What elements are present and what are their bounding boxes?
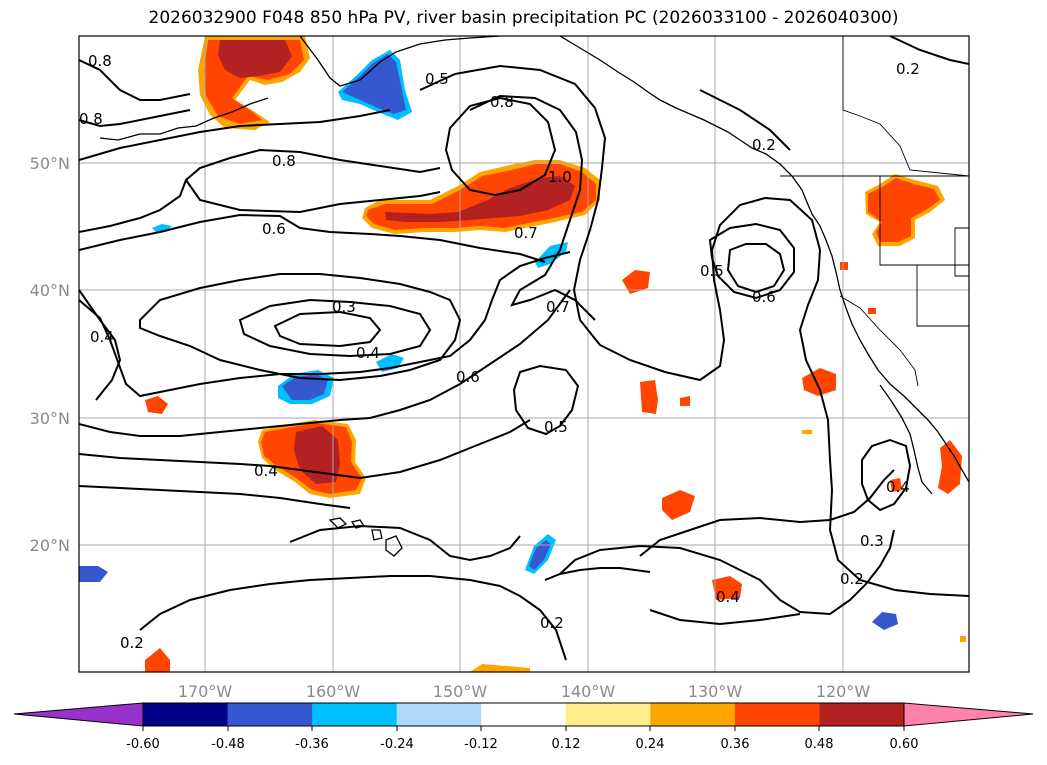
colorbar-tick-label: 0.24 xyxy=(636,737,665,752)
lon-label: 120°W xyxy=(816,682,871,701)
colorbar-segment xyxy=(227,703,313,726)
contour-label: 0.5 xyxy=(425,70,449,88)
contour-label: 0.5 xyxy=(700,262,724,280)
contour-label: 0.2 xyxy=(120,634,144,652)
colorbar-frame xyxy=(142,702,905,727)
colorbar-tick-label: 0.60 xyxy=(890,737,919,752)
colorbar: -0.60 -0.48 -0.36 -0.24 -0.12 0.12 0.24 … xyxy=(13,702,1034,752)
lon-label: 140°W xyxy=(561,682,616,701)
contour-label: 0.3 xyxy=(860,532,884,550)
contour-label: 0.6 xyxy=(752,288,776,306)
contour-label: 0.4 xyxy=(90,328,114,346)
contour-labels: 0.8 0.8 0.5 0.8 0.2 0.8 0.2 1.0 0.6 0.7 … xyxy=(79,52,920,652)
colorbar-segment xyxy=(396,703,482,726)
lat-label: 20°N xyxy=(30,536,70,555)
colorbar-extend-low xyxy=(13,702,144,727)
contour-label: 0.6 xyxy=(262,220,286,238)
colorbar-extend-high xyxy=(903,702,1034,727)
map-title: 2026032900 F048 850 hPa PV, river basin … xyxy=(148,8,899,28)
contour-label: 0.2 xyxy=(840,570,864,588)
contour-label: 0.4 xyxy=(356,344,380,362)
contour-label: 0.5 xyxy=(544,418,568,436)
colorbar-segment xyxy=(312,703,398,726)
contour-label: 0.2 xyxy=(540,614,564,632)
colorbar-tick-label: 0.48 xyxy=(805,737,834,752)
colorbar-segment xyxy=(734,703,820,726)
contour-label: 0.2 xyxy=(896,60,920,78)
colorbar-segments xyxy=(143,703,905,726)
map-border xyxy=(78,35,970,673)
colorbar-tick-label: -0.60 xyxy=(126,737,160,752)
contour-label: 0.3 xyxy=(332,298,356,316)
lon-label: 130°W xyxy=(688,682,743,701)
colorbar-tick-label: -0.24 xyxy=(380,737,414,752)
colorbar-segment xyxy=(143,703,229,726)
colorbar-tick-label: 0.36 xyxy=(721,737,750,752)
lat-label: 50°N xyxy=(30,154,70,173)
contour-label: 0.7 xyxy=(546,298,570,316)
contour-label: 0.2 xyxy=(752,136,776,154)
contour-label: 0.8 xyxy=(79,110,103,128)
longitude-labels: 170°W 160°W 150°W 140°W 130°W 120°W xyxy=(178,682,871,701)
contour-label: 0.8 xyxy=(272,152,296,170)
contour-label: 0.6 xyxy=(456,368,480,386)
contour-label: 0.4 xyxy=(716,588,740,606)
map-panel: 0.8 0.8 0.5 0.8 0.2 0.8 0.2 1.0 0.6 0.7 … xyxy=(79,36,969,672)
colorbar-segment xyxy=(565,703,651,726)
lon-label: 170°W xyxy=(178,682,233,701)
contour-label: 0.4 xyxy=(254,462,278,480)
colorbar-tick-label: -0.12 xyxy=(464,737,498,752)
colorbar-tick-label: 0.12 xyxy=(552,737,581,752)
coastlines xyxy=(99,36,969,557)
colorbar-tick-label: -0.36 xyxy=(295,737,329,752)
contour-label: 0.7 xyxy=(514,224,538,242)
colorbar-tick-label: -0.48 xyxy=(211,737,245,752)
lon-label: 160°W xyxy=(306,682,361,701)
colorbar-segment xyxy=(819,703,905,726)
pv-contours xyxy=(79,36,969,661)
precipitation-shading xyxy=(79,36,966,672)
lon-label: 150°W xyxy=(433,682,488,701)
colorbar-ticks xyxy=(142,726,905,731)
lat-label: 40°N xyxy=(30,281,70,300)
contour-label: 0.8 xyxy=(88,52,112,70)
colorbar-segment xyxy=(481,703,567,726)
borders xyxy=(780,36,969,387)
lat-label: 30°N xyxy=(30,409,70,428)
contour-label: 1.0 xyxy=(548,168,572,186)
contour-label: 0.8 xyxy=(490,93,514,111)
colorbar-tick-labels: -0.60 -0.48 -0.36 -0.24 -0.12 0.12 0.24 … xyxy=(126,737,918,752)
latitude-labels: 50°N 40°N 30°N 20°N xyxy=(30,154,70,555)
contour-label: 0.4 xyxy=(886,478,910,496)
colorbar-segment xyxy=(650,703,736,726)
